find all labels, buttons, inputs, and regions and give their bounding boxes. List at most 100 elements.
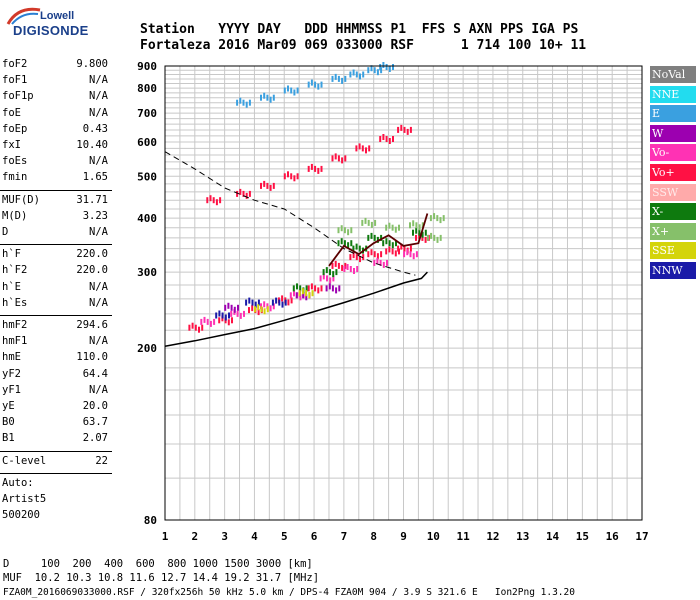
echo-point	[239, 312, 242, 319]
echo-point	[344, 75, 347, 82]
echo-point	[421, 234, 424, 241]
echo-point	[272, 182, 275, 189]
param-row: M(D) 3.23	[2, 210, 108, 226]
logo-digisonde: DIGISONDE	[13, 23, 89, 38]
legend-item: X-	[650, 203, 696, 221]
echo-point	[224, 304, 227, 311]
chart-grid	[164, 65, 643, 520]
echo-point	[215, 312, 218, 319]
echo-point	[334, 153, 337, 160]
echo-point	[370, 65, 373, 72]
echo-point	[424, 236, 427, 243]
echo-point	[281, 295, 284, 302]
echo-point	[388, 246, 391, 253]
echo-point	[385, 64, 388, 70]
echo-point	[395, 240, 397, 247]
x-tick-label: 15	[576, 530, 589, 543]
echo-point	[293, 290, 295, 297]
param-value: 22	[95, 454, 108, 467]
echo-point	[409, 251, 412, 258]
echo-point	[343, 227, 346, 234]
param-row: h`F 220.0	[2, 248, 108, 264]
echo-point	[409, 222, 411, 229]
echo-point	[310, 79, 313, 86]
param-row: foF1p N/A	[2, 90, 108, 106]
echo-point	[350, 240, 353, 247]
param-row: hmF2 294.6	[2, 319, 108, 335]
echo-point	[310, 283, 313, 290]
echo-point	[334, 73, 337, 80]
x-tick-label: 16	[606, 530, 620, 543]
echo-point	[373, 234, 376, 241]
x-tick-label: 11	[457, 530, 471, 543]
x-tick-label: 4	[251, 530, 258, 543]
echo-point	[370, 232, 373, 239]
echo-point	[281, 301, 284, 308]
x-tick-label: 17	[635, 530, 648, 543]
echo-point	[421, 222, 424, 229]
param-label: B1	[2, 432, 15, 445]
echo-point	[398, 224, 400, 231]
echo-point	[302, 292, 305, 299]
param-label: foE	[2, 106, 21, 119]
param-value: 3.23	[82, 209, 108, 222]
x-tick-label: 9	[400, 530, 407, 543]
x-tick-label: 1	[162, 530, 169, 543]
y-tick-label: 300	[137, 266, 157, 279]
echo-point	[251, 299, 254, 306]
echo-point	[231, 317, 233, 324]
param-label: hmE	[2, 351, 21, 364]
param-label: h`E	[2, 280, 21, 293]
y-tick-labels: 80 200 300 400 500 600 700 800 900	[137, 60, 157, 527]
legend-item: NoVal	[650, 66, 696, 83]
echo-point	[337, 155, 340, 162]
echo-point	[382, 261, 385, 268]
param-row: fxI 10.40	[2, 139, 108, 155]
echo-point	[415, 251, 418, 258]
echo-point	[215, 199, 218, 206]
echo-point	[209, 320, 212, 327]
echo-point	[283, 173, 286, 180]
param-value: 294.6	[76, 319, 108, 331]
echo-point	[218, 310, 221, 317]
echo-point	[331, 285, 334, 292]
echo-point	[290, 87, 293, 94]
legend-item: SSE	[650, 242, 696, 260]
chart-points	[188, 62, 445, 333]
echo-point	[307, 285, 310, 292]
echo-point	[245, 101, 248, 108]
param-value: 64.4	[82, 367, 108, 380]
legend-item: E	[650, 105, 696, 123]
x-tick-label: 2	[192, 530, 199, 543]
echo-point	[320, 285, 323, 292]
echo-point	[341, 157, 344, 164]
param-value: 20.0	[82, 400, 108, 412]
echo-point	[376, 236, 379, 243]
echo-point	[412, 229, 414, 236]
y-tick-label: 200	[137, 342, 157, 355]
digisonde-logo-icon	[6, 7, 41, 25]
echo-point	[406, 128, 409, 135]
echo-point	[388, 138, 391, 144]
echo-point	[260, 182, 262, 189]
echo-point	[391, 224, 394, 231]
echo-point	[337, 227, 340, 234]
echo-point	[293, 175, 296, 182]
echo-point	[415, 227, 418, 234]
echo-point	[386, 259, 388, 266]
echo-point	[269, 96, 272, 103]
echo-point	[373, 67, 376, 74]
echo-point	[341, 264, 344, 271]
param-row: MUF(D) 31.71	[2, 194, 108, 210]
echo-point	[400, 243, 403, 250]
legend-item: W	[650, 124, 696, 142]
param-label: fxI	[2, 139, 21, 151]
echo-point	[260, 306, 263, 313]
param-value: N/A	[89, 74, 108, 87]
echo-point	[370, 249, 373, 256]
param-separator	[0, 315, 112, 316]
echo-point	[289, 292, 292, 299]
echo-point	[349, 254, 352, 261]
echo-point	[245, 192, 248, 199]
y-tick-label: 500	[137, 170, 157, 183]
